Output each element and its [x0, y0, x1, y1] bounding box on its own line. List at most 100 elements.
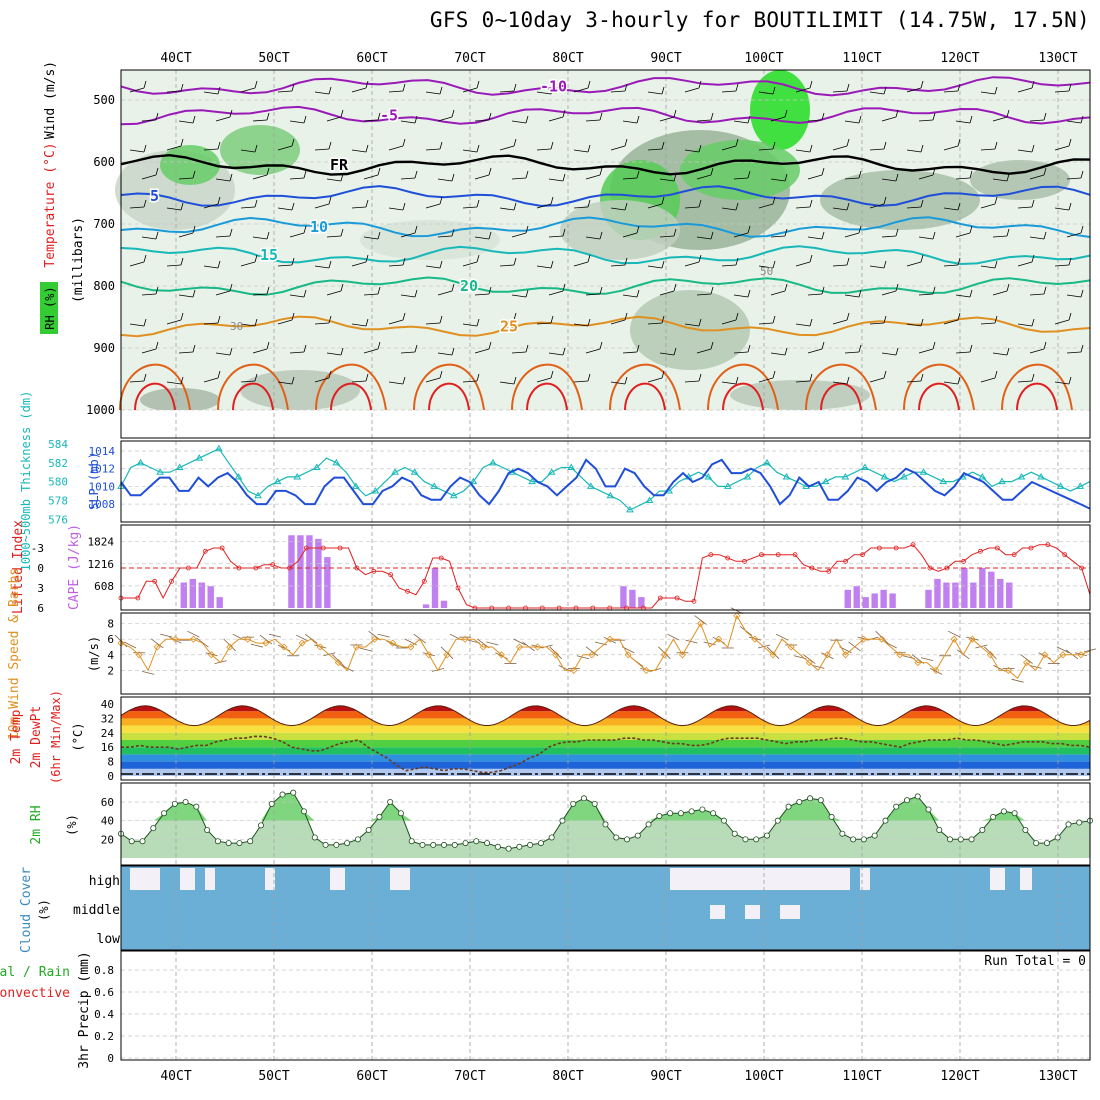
upper-wind-barb: [918, 119, 934, 122]
upper-wind-barb: [1066, 120, 1082, 124]
thickness-marker: [234, 472, 243, 480]
lifted-index-marker: [169, 578, 174, 584]
upper-wind-barb: [203, 377, 219, 383]
upper-wind-barb: [536, 203, 552, 209]
upper-wind-barb-flag: [550, 260, 554, 269]
rh-marker: [871, 832, 878, 839]
lifted-index-marker: [1062, 552, 1068, 558]
panel-frame-slp: [120, 440, 1091, 523]
upper-wind-barb-flag: [328, 370, 332, 379]
upper-wind-barb: [770, 290, 786, 296]
thickness-marker: [723, 482, 732, 489]
upper-wind-barb-flag: [143, 373, 147, 382]
upper-wind-barb: [832, 264, 848, 267]
upper-wind-barb: [1029, 348, 1045, 354]
upper-wind-barb-flag: [969, 115, 973, 124]
upper-wind-barb-flag: [784, 173, 788, 182]
cape-tick-label: 1824: [88, 536, 115, 549]
upper-wind-barb-flag: [809, 254, 813, 263]
upper-wind-barb: [400, 120, 416, 124]
upper-wind-barb-flag: [698, 80, 702, 89]
upper-wind-barb-flag: [562, 283, 566, 292]
upper-wind-barb-flag: [710, 341, 714, 350]
upper-wind-barb-flag: [957, 257, 961, 266]
upper-wind-barb-flag: [525, 115, 529, 124]
rh-marker: [634, 832, 641, 839]
temp-tick-label: 40: [101, 698, 114, 711]
cape-bar: [853, 586, 860, 608]
upper-wind-barb-flag: [809, 373, 813, 382]
cape-bar: [952, 582, 959, 608]
wind-speed-marker: [715, 635, 723, 643]
upper-wind-barb-flag: [229, 283, 233, 292]
upper-wind-barb-flag: [784, 283, 788, 292]
wind-speed-marker: [1077, 651, 1085, 659]
upper-wind-barb-flag: [599, 112, 603, 121]
wind-speed-marker: [733, 612, 741, 620]
temp-color-band: [121, 747, 1090, 755]
upper-wind-barb: [400, 232, 416, 238]
lifted-index-marker: [303, 545, 309, 551]
upper-wind-barb-flag: [402, 376, 406, 385]
upper-wind-barb: [869, 377, 885, 383]
rh-legend-swatch: [40, 282, 58, 334]
lifted-index-marker: [438, 555, 444, 561]
lifted-index-marker: [843, 558, 849, 564]
upper-wind-barb-flag: [747, 225, 751, 234]
surface-wind-barb: [576, 655, 589, 660]
upper-wind-barb: [548, 178, 564, 182]
upper-wind-barb-flag: [402, 83, 406, 92]
upper-wind-barb: [289, 120, 305, 124]
lifted-index-line: [121, 544, 1091, 609]
upper-wind-barb: [881, 116, 897, 122]
temp-color-band: [121, 732, 1090, 740]
upper-wind-barb: [499, 145, 515, 151]
upper-wind-barb-flag: [1006, 283, 1010, 292]
x-tick-top-label: 110CT: [842, 51, 881, 66]
upper-wind-barb-flag: [932, 167, 936, 176]
warm-contour-30: [707, 363, 779, 411]
upper-wind-barb-flag: [895, 173, 899, 182]
upper-wind-barb-flag: [192, 115, 196, 124]
upper-wind-barb: [721, 381, 737, 385]
upper-wind-barb-flag: [439, 141, 443, 150]
thickness-marker: [919, 468, 928, 475]
upper-wind-barb-flag: [624, 83, 628, 92]
warm-contour-35: [232, 382, 274, 411]
upper-wind-barb-flag: [895, 283, 899, 292]
panel-frame-cloud: [120, 865, 1091, 951]
thickness-marker: [626, 505, 634, 513]
thickness-marker: [489, 458, 497, 466]
upper-wind-barb-flag: [957, 202, 961, 211]
wind-speed-marker: [1041, 651, 1049, 659]
upper-wind-barb: [585, 348, 601, 354]
wind-speed-marker: [389, 639, 397, 647]
upper-wind-barb: [314, 91, 330, 95]
thickness-marker: [254, 491, 262, 499]
temp-color-band: [121, 768, 1090, 776]
warm-contour-35: [722, 382, 764, 411]
thickness-tick-label: 576: [48, 513, 68, 526]
upper-wind-barb: [1054, 90, 1070, 93]
cape-bar: [925, 589, 932, 608]
surface-wind-barb: [703, 641, 716, 646]
upper-wind-barb: [573, 261, 589, 267]
upper-wind-barb-flag: [735, 257, 739, 266]
upper-wind-barb-flag: [476, 373, 480, 382]
wind-speed-marker: [751, 635, 759, 643]
cape-bar: [440, 600, 448, 608]
panel-frames: [120, 69, 1091, 1061]
upper-wind-barb: [166, 381, 182, 385]
rh-marker: [484, 840, 491, 847]
surface-wind-barb: [812, 665, 825, 669]
upper-wind-barb: [943, 90, 959, 93]
surface-wind-barb: [594, 641, 608, 646]
thickness-marker: [998, 477, 1006, 485]
slp-tick-label: 1008: [89, 498, 116, 511]
wind-speed-marker: [443, 651, 451, 659]
upper-wind-barb: [684, 261, 700, 267]
upper-wind-barb-flag: [217, 370, 221, 379]
upper-wind-barb-flag: [735, 202, 739, 211]
upper-wind-barb-flag: [365, 144, 369, 153]
upper-wind-barb-flag: [1006, 347, 1010, 356]
